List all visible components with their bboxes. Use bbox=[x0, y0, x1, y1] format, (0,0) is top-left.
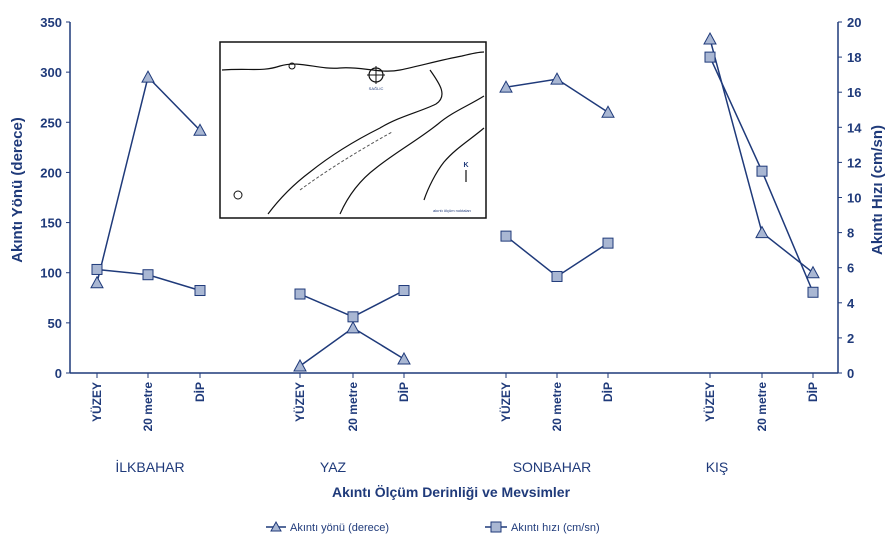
y-left-tick-label: 350 bbox=[40, 15, 62, 30]
y-left-tick-label: 150 bbox=[40, 216, 62, 231]
y-left-tick-label: 50 bbox=[48, 316, 62, 331]
depth-label: 20 metre bbox=[550, 382, 564, 432]
depth-label: DİP bbox=[192, 382, 207, 402]
direction-point bbox=[193, 123, 207, 136]
y-left-tick-label: 100 bbox=[40, 266, 62, 281]
depth-label: YÜZEY bbox=[89, 382, 104, 422]
y-axis-right-label: Akıntı Hızı (cm/sn) bbox=[869, 125, 886, 255]
y-axis-left-label: Akıntı Yönü (derece) bbox=[9, 117, 26, 263]
inset-point bbox=[233, 190, 243, 200]
depth-label: DİP bbox=[600, 382, 615, 402]
legend-direction-label: Akıntı yönü (derece) bbox=[290, 522, 389, 534]
inset-point bbox=[288, 62, 296, 70]
depth-label: YÜZEY bbox=[498, 382, 513, 422]
direction-point bbox=[601, 105, 615, 118]
y-right-tick-label: 2 bbox=[847, 331, 854, 346]
direction-point bbox=[293, 358, 307, 372]
speed-point bbox=[194, 285, 206, 297]
season-label: SONBAHAR bbox=[513, 459, 592, 475]
inset-station-label: SAĞLIC bbox=[369, 86, 384, 91]
inset-channel bbox=[299, 131, 393, 191]
season-label: YAZ bbox=[320, 459, 347, 475]
depth-label: DİP bbox=[805, 382, 820, 402]
y-right-tick-label: 0 bbox=[847, 366, 854, 381]
speed-point bbox=[91, 263, 103, 275]
y-left-tick-label: 0 bbox=[55, 366, 62, 381]
speed-point bbox=[551, 270, 563, 282]
series-layer bbox=[90, 32, 820, 372]
y-right-tick-label: 16 bbox=[847, 85, 861, 100]
speed-point bbox=[347, 311, 359, 323]
direction-point bbox=[141, 70, 155, 83]
speed-point bbox=[756, 165, 768, 177]
y-right-tick-label: 6 bbox=[847, 261, 854, 276]
direction-point bbox=[499, 80, 513, 93]
y-left-tick-label: 200 bbox=[40, 165, 62, 180]
direction-point bbox=[755, 225, 769, 239]
y-right-tick-label: 10 bbox=[847, 191, 861, 206]
direction-point bbox=[806, 265, 820, 279]
speed-point bbox=[500, 230, 512, 242]
direction-point bbox=[90, 275, 104, 289]
y-left-tick-label: 250 bbox=[40, 115, 62, 130]
labels: YÜZEY 20 metre DİP İLKBAHAR YÜZEY 20 metre DİP… bbox=[89, 382, 820, 475]
depth-label: YÜZEY bbox=[292, 382, 307, 422]
legend-speed-label: Akıntı hızı (cm/sn) bbox=[511, 522, 600, 534]
y-right-tick-label: 18 bbox=[847, 50, 861, 65]
inset-coastline-west bbox=[267, 69, 443, 215]
inset-map-frame bbox=[219, 41, 487, 219]
depth-label: YÜZEY bbox=[702, 382, 717, 422]
speed-point bbox=[294, 288, 306, 300]
speed-point bbox=[142, 269, 154, 281]
direction-point bbox=[346, 320, 360, 334]
depth-label: 20 metre bbox=[346, 382, 360, 432]
inset-coastline-east bbox=[339, 95, 485, 215]
season-label: İLKBAHAR bbox=[115, 458, 184, 475]
y-right-tick-label: 20 bbox=[847, 15, 861, 30]
speed-point bbox=[704, 51, 716, 63]
inset-coastline-inner bbox=[423, 127, 485, 201]
direction-point bbox=[703, 32, 717, 45]
inset-coastline-north bbox=[221, 51, 485, 72]
y-right-tick-label: 12 bbox=[847, 155, 861, 170]
depth-label: 20 metre bbox=[755, 382, 769, 432]
direction-point bbox=[397, 351, 411, 365]
speed-point bbox=[398, 285, 410, 297]
season-label: KIŞ bbox=[706, 459, 729, 475]
y-left-tick-label: 300 bbox=[40, 65, 62, 80]
y-right-tick-label: 14 bbox=[847, 120, 862, 135]
legend-square-marker bbox=[490, 521, 502, 533]
direction-point bbox=[550, 72, 564, 85]
inset-north-label: K bbox=[463, 162, 468, 169]
speed-point bbox=[807, 286, 819, 298]
speed-point bbox=[602, 237, 614, 249]
legend: Akıntı yönü (derece) Akıntı hızı (cm/sn) bbox=[266, 520, 600, 534]
x-axis-label: Akıntı Ölçüm Derinliği ve Mevsimler bbox=[332, 484, 571, 500]
inset-legend-label: akıntı ölçüm noktaları bbox=[433, 208, 471, 213]
axes: 0 50 100 150 200 250 300 350 0 2 4 6 8 10 12 14 16 18 20 bbox=[40, 15, 862, 381]
depth-label: 20 metre bbox=[141, 382, 155, 432]
depth-label: DİP bbox=[396, 382, 411, 402]
legend-triangle-marker bbox=[270, 520, 282, 532]
y-right-tick-label: 4 bbox=[847, 296, 855, 311]
y-right-tick-label: 8 bbox=[847, 226, 854, 241]
